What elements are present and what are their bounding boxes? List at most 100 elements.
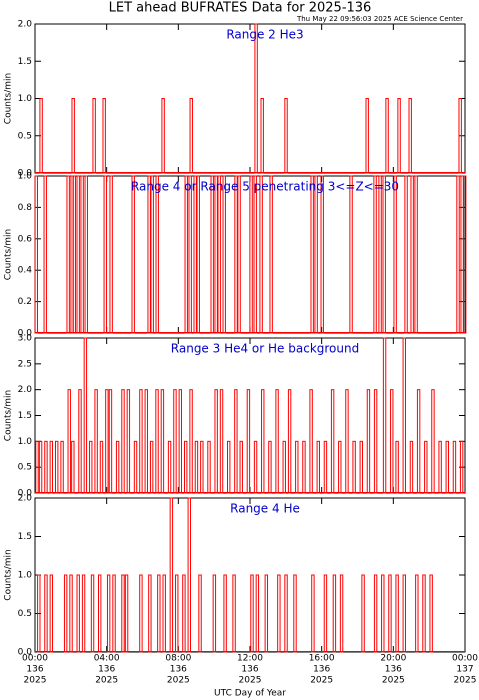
spike	[81, 574, 86, 653]
x-tick-label: 00:00	[22, 654, 48, 664]
spike	[67, 389, 71, 494]
x-tick-day: 136	[313, 665, 330, 675]
spike	[415, 574, 419, 653]
spike	[139, 574, 143, 653]
spike	[126, 389, 131, 494]
panel-title: Range 4 or Range 5 penetrating 3<=Z<=30	[131, 180, 399, 194]
spike	[94, 389, 98, 494]
spike	[390, 389, 394, 494]
y-tick-label: 1.0	[18, 571, 33, 581]
spike	[410, 175, 414, 334]
spike	[414, 175, 418, 334]
spike	[178, 389, 183, 494]
spike	[409, 440, 414, 494]
spike	[139, 389, 143, 494]
y-tick-label: 1.5	[18, 532, 32, 542]
panel-title: Range 4 He	[230, 502, 300, 516]
spike	[173, 389, 177, 494]
spike	[66, 175, 70, 334]
spike	[456, 175, 460, 334]
spike	[160, 389, 165, 494]
spike	[385, 98, 389, 174]
spike	[373, 389, 378, 494]
spike	[264, 574, 269, 653]
x-tick-day: 136	[98, 665, 115, 675]
spike	[71, 440, 75, 494]
spike	[49, 440, 54, 494]
x-tick-year: 2025	[382, 676, 405, 686]
y-tick-label: 2.0	[18, 494, 33, 504]
spike	[184, 440, 188, 494]
spike	[295, 440, 299, 494]
y-tick-label: 0.0	[18, 169, 33, 179]
spike	[44, 574, 48, 653]
spike	[345, 389, 349, 494]
spike	[90, 574, 95, 653]
x-tick-year: 2025	[454, 676, 477, 686]
spike	[49, 574, 54, 653]
spike	[429, 574, 433, 653]
x-tick-year: 2025	[310, 676, 333, 686]
spike	[182, 574, 186, 653]
spike	[445, 440, 449, 494]
spike	[147, 175, 151, 334]
spike	[253, 175, 257, 334]
spike	[381, 574, 385, 653]
spike	[352, 440, 356, 494]
spike	[38, 440, 43, 494]
spike	[373, 574, 378, 653]
spike	[121, 389, 125, 494]
spike	[39, 98, 43, 174]
spike	[189, 389, 193, 494]
spike	[254, 23, 258, 174]
spike	[234, 389, 238, 494]
spike	[397, 98, 401, 174]
spike	[157, 574, 161, 653]
spike	[72, 175, 76, 334]
x-tick-label: 08:00	[165, 654, 191, 664]
spike	[365, 98, 369, 174]
spike	[269, 175, 273, 334]
spike	[246, 389, 251, 494]
spike	[250, 574, 254, 653]
x-tick-day: 136	[385, 665, 402, 675]
spike	[194, 440, 199, 494]
spike	[431, 389, 435, 494]
y-tick-label: 3.0	[18, 334, 33, 344]
spike	[69, 574, 73, 653]
spike	[108, 389, 113, 494]
spike	[115, 440, 120, 494]
spike	[302, 440, 306, 494]
spike	[83, 337, 88, 494]
spike	[99, 440, 104, 494]
spike	[187, 497, 191, 653]
y-tick-label: 1.0	[18, 172, 33, 182]
spike	[102, 98, 106, 174]
spike	[249, 175, 253, 334]
spike	[84, 175, 88, 334]
y-axis-label: Counts/min	[4, 549, 14, 600]
spike	[268, 440, 272, 494]
y-tick-label: 0.5	[18, 463, 32, 473]
x-tick-day: 137	[456, 665, 473, 675]
spike	[309, 389, 313, 494]
spike	[311, 574, 315, 653]
spike	[80, 175, 84, 334]
y-tick-label: 0.0	[18, 329, 33, 339]
spike	[237, 175, 241, 334]
spike	[424, 440, 428, 494]
y-tick-label: 0.8	[18, 203, 33, 213]
x-tick-day: 136	[241, 665, 258, 675]
panel-title: Range 2 He3	[226, 28, 303, 42]
spike	[227, 440, 231, 494]
spike	[395, 440, 399, 494]
x-tick-year: 2025	[167, 676, 190, 686]
spike	[200, 440, 204, 494]
spike	[78, 389, 82, 494]
spike	[284, 574, 288, 653]
spike	[349, 175, 353, 334]
spike	[359, 440, 363, 494]
spike	[408, 98, 412, 174]
spike	[105, 389, 109, 494]
spike	[35, 440, 39, 494]
